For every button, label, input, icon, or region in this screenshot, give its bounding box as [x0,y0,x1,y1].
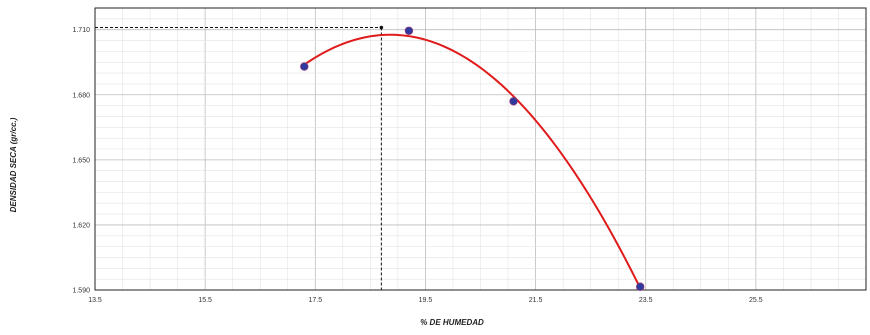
x-tick-label: 25.5 [749,297,763,304]
y-tick-label: 1.680 [72,92,90,99]
y-tick-label: 1.650 [72,157,90,164]
optimum-reference-lines [95,25,384,290]
y-axis-title: DENSIDAD SECA (gr/cc.) [9,117,18,212]
optimum-point [379,25,384,30]
plot-frame [94,7,867,291]
data-points-layer [300,26,645,291]
x-tick-label: 17.5 [308,297,322,304]
x-axis-title: % DE HUMEDAD [420,318,484,327]
x-tick-label: 19.5 [419,297,433,304]
grid-layer [94,7,867,291]
x-tick-label: 23.5 [639,297,653,304]
fit-curve [303,33,642,289]
fit-curve-layer [303,33,642,289]
data-point [636,282,645,291]
y-tick-label: 1.620 [72,222,90,229]
y-tick-label: 1.590 [72,288,90,295]
x-tick-label: 15.5 [198,297,212,304]
x-tick-label: 21.5 [529,297,543,304]
x-tick-labels: 13.5 15.5 17.5 19.5 21.5 23.5 25.5 [88,297,763,304]
y-tick-labels: 1.710 1.680 1.650 1.620 1.590 [72,27,90,294]
data-point [300,62,309,71]
data-point [404,26,414,35]
data-point [509,97,518,106]
y-tick-label: 1.710 [72,27,90,34]
x-tick-label: 13.5 [88,297,102,304]
